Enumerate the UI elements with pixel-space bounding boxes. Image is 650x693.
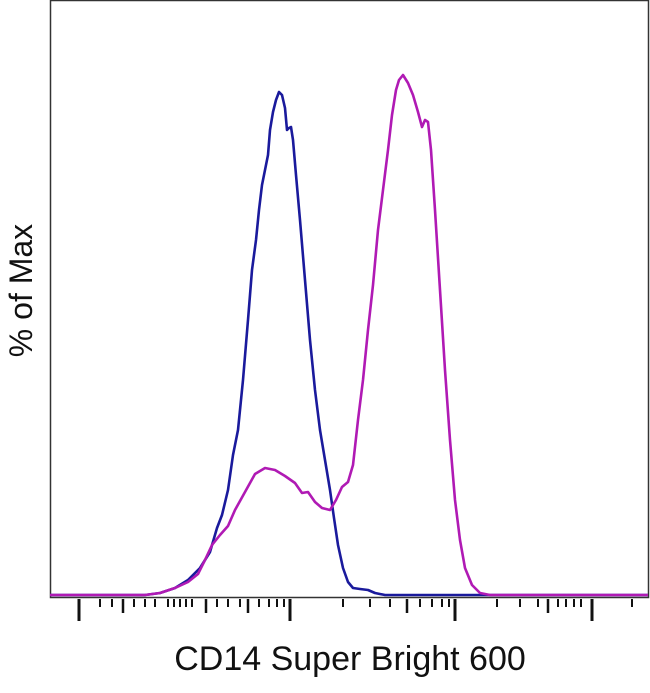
y-axis-label-text: % of Max bbox=[3, 223, 40, 357]
x-axis-label: CD14 Super Bright 600 bbox=[174, 640, 526, 678]
control-histogram-line bbox=[50, 90, 648, 597]
x-axis-ticks bbox=[77, 599, 633, 621]
plot-frame bbox=[49, 0, 650, 599]
y-axis-label: % of Max bbox=[2, 180, 42, 400]
cd14-histogram-line bbox=[50, 73, 648, 597]
